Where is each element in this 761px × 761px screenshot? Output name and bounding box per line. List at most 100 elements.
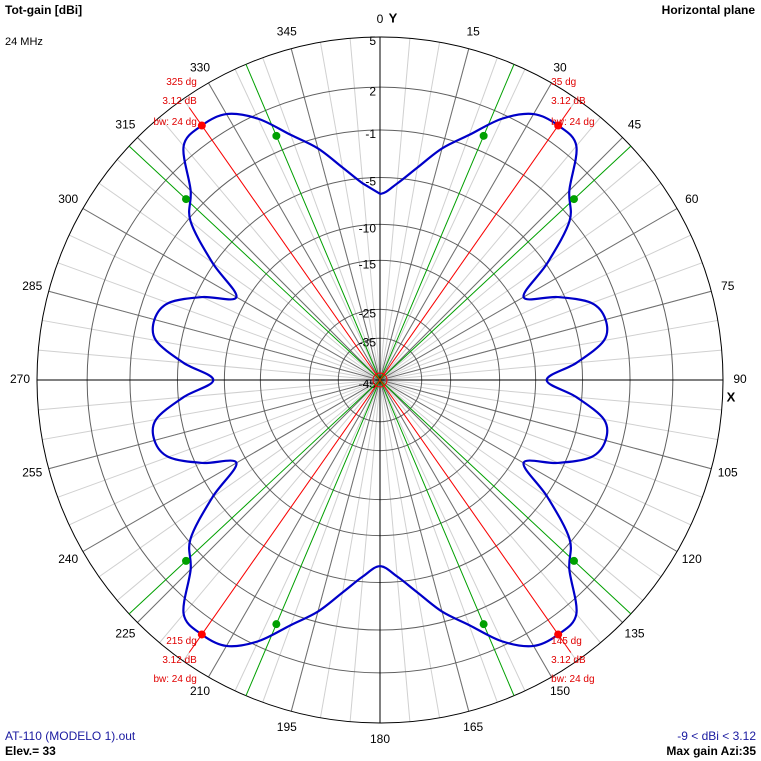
half-power-line <box>379 379 515 696</box>
angle-tick-label: 225 <box>115 627 135 641</box>
angle-grid-line <box>48 379 381 470</box>
gain-pattern <box>151 112 609 648</box>
angle-tick-label: 345 <box>277 24 297 38</box>
angle-tick-label: 30 <box>553 60 567 74</box>
spoke <box>379 38 411 381</box>
elevation-label: Elev.= 33 <box>5 744 56 758</box>
spoke <box>159 116 381 381</box>
max-gain-line <box>188 107 381 381</box>
spoke <box>379 379 498 703</box>
spoke <box>68 234 381 381</box>
angle-grid-line <box>379 379 470 712</box>
spoke <box>379 379 411 722</box>
half-power-point <box>272 131 281 140</box>
half-power-point <box>569 195 578 204</box>
angle-tick-label: 0 <box>377 12 384 26</box>
spoke <box>57 379 381 498</box>
spoke <box>379 182 662 381</box>
angle-tick-label: 255 <box>22 465 42 479</box>
max-gain-point <box>197 121 206 130</box>
half-power-line <box>245 64 381 381</box>
angle-tick-label: 90 <box>733 372 747 386</box>
spoke <box>98 379 381 578</box>
angle-grid-line <box>379 379 712 470</box>
spoke <box>98 182 381 381</box>
angle-grid-line <box>137 379 381 623</box>
marker-annotation: 35 dg <box>551 77 576 88</box>
center-ring <box>372 372 388 388</box>
subtitle: 24 MHz <box>5 36 43 48</box>
marker-annotation: 3.12 dB <box>162 96 197 107</box>
marker-annotation: 215 dg <box>166 636 197 647</box>
angle-tick-label: 330 <box>190 60 210 74</box>
angle-tick-label: 150 <box>550 684 570 698</box>
r-tick-label: -15 <box>359 258 377 272</box>
marker-annotation: bw: 24 dg <box>551 674 594 685</box>
angle-tick-label: 75 <box>721 279 735 293</box>
spoke <box>234 68 381 381</box>
marks: 35 dg 3.12 dB bw: 24 dg 145 dg 3.12 dB bw: 24… <box>128 64 632 696</box>
spoke <box>379 349 722 381</box>
angle-grid-line <box>379 379 552 678</box>
angle-tick-label: 60 <box>685 192 699 206</box>
marker-annotation: 325 dg <box>166 77 197 88</box>
spoke <box>379 42 441 381</box>
half-power-point <box>479 131 488 140</box>
r-tick-label: -25 <box>359 307 377 321</box>
x-axis-label: X <box>727 389 736 404</box>
r-tick-label: -35 <box>359 335 377 349</box>
r-tick-label: -1 <box>365 127 376 141</box>
angle-grid-line <box>379 208 678 381</box>
angle-tick-label: 195 <box>277 720 297 734</box>
spoke <box>38 379 381 411</box>
angle-grid-line <box>82 379 381 552</box>
spoke <box>379 262 703 381</box>
spoke <box>234 379 381 692</box>
angle-grid-line <box>290 379 381 712</box>
spoke <box>42 379 381 441</box>
spoke <box>379 319 718 381</box>
angle-grid-line <box>379 379 623 623</box>
half-power-line <box>379 145 632 381</box>
angle-tick-label: 285 <box>22 279 42 293</box>
spoke <box>379 379 722 411</box>
angle-tick-label: 15 <box>466 24 480 38</box>
angle-grid-line <box>208 379 381 678</box>
angle-tick-label: 135 <box>625 627 645 641</box>
marker-annotation: 3.12 dB <box>551 96 586 107</box>
spoke <box>57 262 381 381</box>
half-power-line <box>245 379 381 696</box>
spoke <box>349 379 381 722</box>
plane-label: Horizontal plane <box>662 3 756 17</box>
spoke <box>379 379 718 441</box>
angle-tick-label: 315 <box>115 118 135 132</box>
angle-tick-label: 45 <box>628 118 642 132</box>
r-tick-label: 2 <box>369 84 376 98</box>
max-gain-line <box>379 107 572 381</box>
spoke <box>159 379 381 644</box>
angle-tick-label: 210 <box>190 684 210 698</box>
spoke <box>379 234 692 381</box>
r-tick-label: -10 <box>359 222 377 236</box>
r-tick-label: 5 <box>369 34 376 48</box>
spoke <box>379 379 526 692</box>
angle-tick-label: 270 <box>10 372 30 386</box>
max-gain-line <box>188 379 381 653</box>
y-axis-label: Y <box>389 10 398 25</box>
angle-grid-line <box>82 208 381 381</box>
angle-grid-line <box>290 48 381 381</box>
chart-title: Tot-gain [dBi] <box>5 3 82 17</box>
grid: 0153045607590105120135150165180195210225… <box>10 12 747 746</box>
angle-grid-line <box>379 290 712 381</box>
angle-tick-label: 120 <box>682 552 702 566</box>
spoke <box>116 159 381 381</box>
half-power-point <box>569 556 578 565</box>
angle-tick-label: 240 <box>58 552 78 566</box>
spoke <box>379 116 601 381</box>
spoke <box>379 57 498 381</box>
angle-tick-label: 180 <box>370 732 390 746</box>
spoke <box>379 379 644 601</box>
spoke <box>38 349 381 381</box>
half-power-point <box>182 195 191 204</box>
